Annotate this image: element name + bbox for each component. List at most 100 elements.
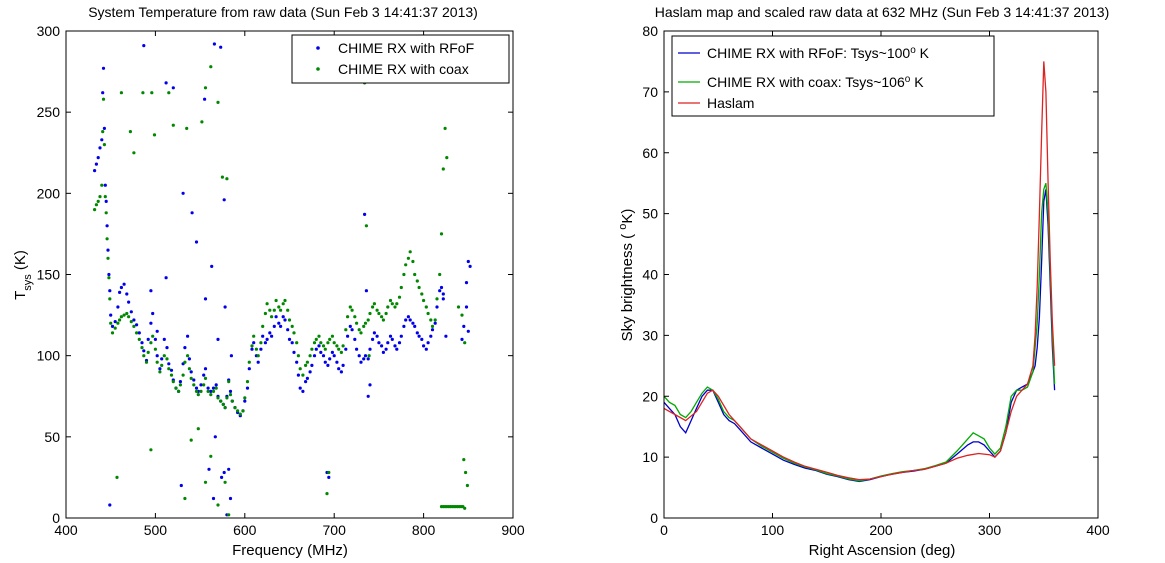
tsys-series-1-point xyxy=(158,370,162,374)
sky-legend-haslam: Haslam xyxy=(707,95,754,111)
tsys-series-1-point xyxy=(150,91,154,95)
tsys-series-1-point xyxy=(377,311,381,316)
tsys-series-0-point xyxy=(292,350,296,354)
sky-y-tick-label: 40 xyxy=(642,267,658,283)
tsys-series-1-point xyxy=(93,208,97,212)
tsys-series-0-point xyxy=(171,86,175,90)
tsys-series-0-point xyxy=(433,321,437,325)
tsys-series-1-point xyxy=(350,308,354,312)
tsys-series-1-point xyxy=(209,393,213,397)
tsys-series-1-point xyxy=(243,396,247,400)
tsys-series-0-point xyxy=(444,334,448,338)
tsys-series-1-point xyxy=(390,302,394,306)
tsys-plot-area xyxy=(93,42,472,517)
tsys-series-0-point xyxy=(337,367,341,371)
tsys-series-0-point xyxy=(178,380,182,384)
tsys-series-1-point xyxy=(108,297,112,301)
tsys-series-0-point xyxy=(388,334,393,338)
tsys-series-1-point xyxy=(128,130,132,134)
tsys-series-1-point xyxy=(292,331,296,335)
sky-legend-rfof-text: CHIME RX with RFoF: Tsys~100 xyxy=(707,45,910,61)
tsys-series-1-point xyxy=(102,143,106,147)
tsys-series-1-point xyxy=(445,156,449,160)
tsys-series-0-point xyxy=(98,146,102,150)
tsys-series-0-point xyxy=(229,354,233,358)
tsys-series-0-point xyxy=(186,334,190,338)
tsys-series-0-point xyxy=(429,334,433,338)
tsys-series-0-point xyxy=(384,347,388,351)
tsys-series-1-point xyxy=(312,341,317,345)
tsys-series-1-point xyxy=(268,308,272,312)
tsys-series-0-point xyxy=(277,321,281,325)
tsys-series-0-point xyxy=(222,470,226,475)
tsys-series-0-point xyxy=(219,45,223,49)
tsys-series-1-point xyxy=(325,492,329,496)
tsys-series-1-point xyxy=(397,295,402,299)
tsys-series-0-point xyxy=(216,337,220,341)
tsys-series-1-point xyxy=(261,324,265,328)
tsys-series-1-point xyxy=(151,334,155,338)
tsys-series-1-point xyxy=(272,308,276,312)
tsys-series-0-point xyxy=(227,467,231,471)
tsys-series-0-point xyxy=(353,337,357,341)
tsys-series-0-point xyxy=(110,324,115,328)
tsys-series-1-point xyxy=(463,341,467,345)
tsys-series-0-point xyxy=(366,357,370,361)
tsys-series-0-point xyxy=(283,318,287,322)
tsys-series-1-point xyxy=(230,399,234,403)
tsys-series-0-point xyxy=(368,383,372,387)
tsys-series-1-point xyxy=(149,448,153,452)
tsys-series-1-point xyxy=(228,393,233,397)
tsys-series-1-point xyxy=(171,123,175,127)
tsys-series-1-point xyxy=(183,496,187,501)
tsys-series-0-point xyxy=(158,367,162,371)
tsys-series-0-point xyxy=(441,297,445,301)
tsys-series-1-point xyxy=(146,350,150,354)
tsys-series-0-point xyxy=(211,496,216,501)
tsys-series-1-point xyxy=(94,203,98,207)
tsys-series-1-point xyxy=(417,285,421,290)
tsys-series-0-point xyxy=(162,337,166,341)
tsys-series-1-point xyxy=(200,120,204,124)
tsys-series-1-point xyxy=(110,331,115,335)
tsys-series-1-point xyxy=(241,409,245,413)
tsys-series-1-point xyxy=(216,503,220,507)
tsys-series-1-point xyxy=(319,341,323,345)
tsys-series-0-point xyxy=(395,347,399,351)
tsys-series-0-point xyxy=(426,341,430,345)
tsys-series-0-point xyxy=(417,334,421,338)
tsys-series-0-point xyxy=(223,305,227,309)
tsys-series-0-point xyxy=(332,354,336,358)
tsys-series-1-point xyxy=(339,350,343,354)
tsys-chart: System Temperature from raw data (Sun Fe… xyxy=(12,4,525,559)
tsys-series-1-point xyxy=(359,331,363,335)
tsys-series-0-point xyxy=(190,211,194,215)
tsys-series-1-point xyxy=(362,324,366,328)
tsys-series-0-point xyxy=(397,341,402,345)
tsys-series-0-point xyxy=(460,337,464,341)
tsys-series-1-point xyxy=(113,326,117,330)
tsys-series-1-point xyxy=(327,470,331,475)
tsys-series-0-point xyxy=(250,347,254,351)
tsys-series-0-point xyxy=(439,285,444,290)
tsys-series-1-point xyxy=(456,305,461,309)
tsys-series-1-point xyxy=(460,313,464,317)
tsys-series-1-point xyxy=(279,308,283,312)
tsys-series-1-point xyxy=(314,337,318,341)
tsys-series-0-point xyxy=(346,334,350,338)
tsys-chart-title: System Temperature from raw data (Sun Fe… xyxy=(88,4,478,20)
sky-x-axis-label: Right Ascension (deg) xyxy=(809,542,956,559)
sky-x-tick-label: 400 xyxy=(1086,522,1110,538)
tsys-series-0-point xyxy=(281,315,285,319)
tsys-series-1-point xyxy=(149,341,153,345)
tsys-series-0-point xyxy=(466,329,470,333)
tsys-series-1-point xyxy=(220,175,224,179)
tsys-series-0-point xyxy=(413,324,417,328)
tsys-series-1-point xyxy=(413,272,417,277)
tsys-series-0-point xyxy=(206,386,210,390)
tsys-series-1-point xyxy=(368,311,372,316)
tsys-series-1-point xyxy=(367,354,371,358)
tsys-series-0-point xyxy=(179,483,183,488)
tsys-series-0-point xyxy=(102,126,106,130)
tsys-series-1-point xyxy=(366,318,370,322)
